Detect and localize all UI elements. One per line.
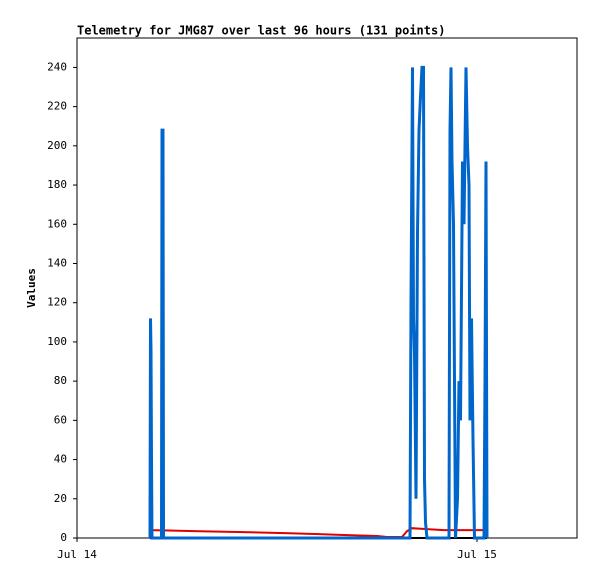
y-tick-label: 240 <box>47 60 67 73</box>
series-line <box>149 527 487 539</box>
chart-title: Telemetry for JMG87 over last 96 hours (… <box>77 24 445 38</box>
y-tick-label: 40 <box>54 453 67 466</box>
series-line <box>148 65 489 540</box>
y-tick-label: 220 <box>47 100 67 113</box>
y-tick-label: 80 <box>54 374 67 387</box>
x-tick-label: Jul 15 <box>457 548 497 561</box>
y-tick-label: 60 <box>54 413 67 426</box>
y-axis-label: Values <box>25 268 38 308</box>
y-tick-label: 0 <box>60 531 67 544</box>
x-tick-label: Jul 14 <box>57 548 97 561</box>
y-tick-label: 100 <box>47 335 67 348</box>
y-tick-label: 180 <box>47 178 67 191</box>
y-tick-label: 120 <box>47 296 67 309</box>
y-tick-label: 20 <box>54 492 67 505</box>
y-tick-label: 140 <box>47 256 67 269</box>
y-tick-label: 160 <box>47 217 67 230</box>
y-tick-label: 200 <box>47 139 67 152</box>
